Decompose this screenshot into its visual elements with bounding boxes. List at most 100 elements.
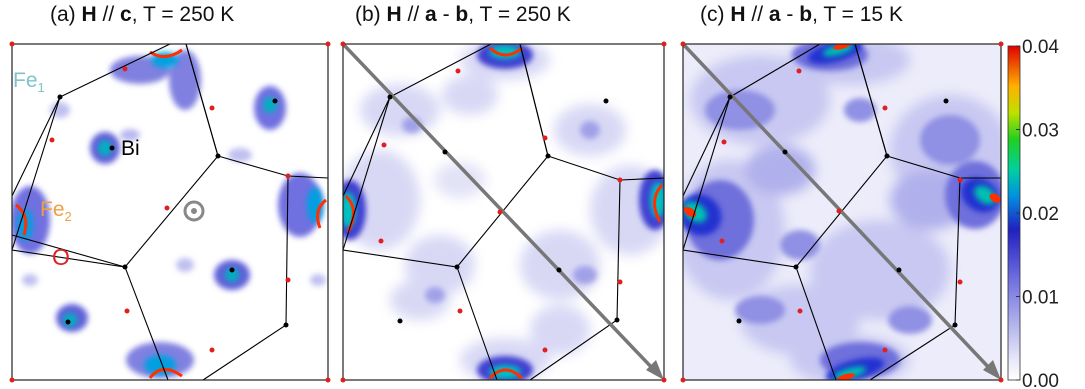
atom-red [617,177,623,183]
atom-black [952,322,958,328]
panel-c-field: H [730,3,746,26]
colorbar: 0.00 0.01 0.02 0.03 0.04 [1007,37,1059,389]
panel-c-atoms [680,41,1004,383]
atom-red [457,308,463,314]
colorbar-tick-label: 0.04 [1022,37,1059,58]
panel-a-dir: c [120,3,132,26]
panel-a-title: (a) H // c, T = 250 K [50,3,235,26]
atom-red [209,105,215,111]
label-o: O [52,244,70,270]
atom-black [229,267,235,273]
atom-black [65,319,71,325]
atom-red [542,135,548,141]
atom-black [727,94,733,100]
atom-black [57,94,63,100]
atom-red [164,205,170,211]
atom-black [454,264,460,270]
atom-red [680,377,686,383]
panel-c-temp: T = 15 K [823,3,903,26]
label-bi: Bi [121,137,140,160]
atom-red [381,142,387,148]
field-out-of-plane-icon [183,200,205,222]
atom-black [603,98,609,104]
atom-red [882,347,888,353]
atom-red [285,277,291,283]
panel-a-field: H [81,3,97,26]
atom-red [957,279,963,285]
panel-b-dir-a: a [425,3,437,26]
panel-c [680,41,1004,383]
colorbar-ticks: 0.00 0.01 0.02 0.03 0.04 [1016,37,1059,389]
atom-black [782,149,788,155]
panel-b-density [343,44,664,380]
label-fe1: Fe1 [13,69,45,95]
atom-red [378,238,384,244]
atom-red [719,238,725,244]
panel-a: Fe1 Bi Fe2 O [9,41,331,383]
atom-red [957,177,963,183]
panel-a-label: (a) [50,3,76,26]
atom-red [796,68,802,74]
panel-b-dir-b: b [455,3,469,26]
field-direction-arrow [341,42,658,374]
atom-red [124,308,130,314]
atom-red [882,105,888,111]
atom-black [545,153,551,159]
atom-red [9,377,15,383]
panel-a-temp: T = 250 K [143,3,235,26]
atom-black [387,94,393,100]
atom-black [215,153,221,159]
panel-c-dir-b: b [799,3,813,26]
panel-b-sep: // [407,3,420,26]
panel-b-field: H [386,3,402,26]
arrow-head-icon [983,360,1001,380]
atom-red [49,137,55,143]
panel-c-label: (c) [700,3,725,26]
atom-red [797,308,803,314]
atom-black [397,318,403,324]
atom-red [680,41,686,47]
arrow-head-icon [646,360,664,380]
atom-black [896,267,902,273]
atom-red [122,66,128,72]
panel-b-frame [342,43,665,381]
colorbar-tick-label: 0.01 [1022,288,1059,309]
atom-red [285,173,291,179]
atom-red [9,41,15,47]
atom-black [122,264,128,270]
panel-b [340,41,667,383]
panel-c-dir-op: - [786,3,794,26]
atom-black [272,98,278,104]
atom-red [325,377,331,383]
atom-red [340,377,346,383]
colorbar-tick-label: 0.03 [1022,121,1059,142]
atom-red [617,279,623,285]
atom-red [836,208,842,214]
atom-black [283,322,289,328]
atom-red [325,41,331,47]
panel-c-frame [682,43,1002,381]
label-fe2: Fe2 [40,198,72,224]
panel-a-atoms [9,41,331,383]
atom-red [721,139,727,145]
atom-red [661,41,667,47]
atom-black [614,317,620,323]
atom-red [455,68,461,74]
atom-black [884,153,890,159]
colorbar-tick-label: 0.02 [1022,204,1059,225]
atom-red [340,41,346,47]
colorbar-tick-label: 0.00 [1022,371,1059,389]
panel-b-atoms [340,41,667,383]
field-direction-arrow [681,42,995,374]
atom-black [109,145,115,151]
panel-b-title: (b) H // a - b, T = 250 K [355,3,571,26]
panel-c-density [683,44,1001,380]
panel-c-title: (c) H // a - b, T = 15 K [700,3,903,26]
atom-red [661,377,667,383]
atom-red [542,347,548,353]
atom-red [998,41,1004,47]
atom-black [943,98,949,104]
atom-black [442,149,448,155]
atom-black [556,267,562,273]
